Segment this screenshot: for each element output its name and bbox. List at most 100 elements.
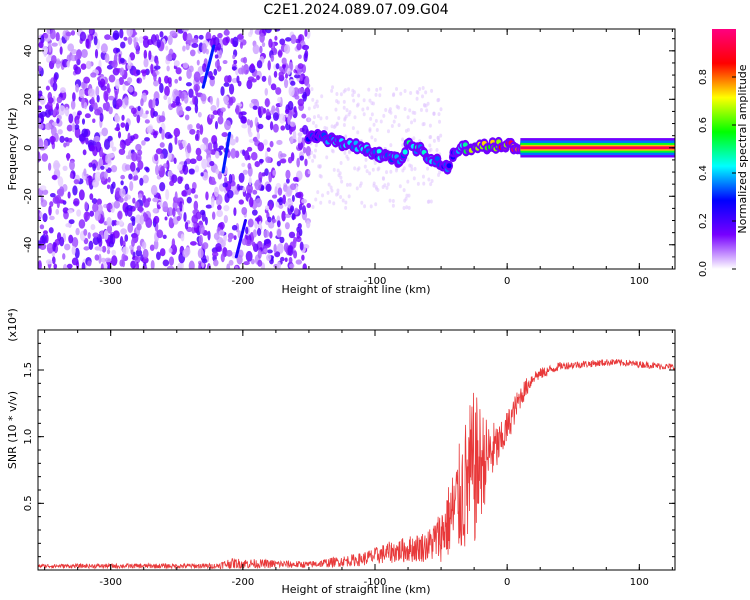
heatmap-cell — [329, 185, 333, 190]
heatmap-cell — [355, 186, 359, 191]
heatmap-cell — [235, 136, 239, 143]
heatmap-cell — [103, 90, 109, 102]
heatmap-cell — [192, 209, 197, 215]
heatmap-cell — [175, 67, 182, 75]
heatmap-cell — [227, 237, 233, 243]
heatmap-cell — [247, 218, 254, 228]
heatmap-cell — [96, 95, 100, 103]
heatmap-cell — [158, 76, 162, 85]
heatmap-cell — [217, 32, 223, 39]
heatmap-cell — [234, 190, 239, 195]
heatmap-cell — [177, 163, 183, 171]
heatmap-cell — [188, 260, 195, 269]
heatmap-cell — [92, 232, 99, 238]
heatmap-cell — [175, 197, 183, 202]
heatmap-cell — [297, 132, 303, 137]
heatmap-cell — [402, 206, 406, 211]
heatmap-cell — [182, 164, 186, 172]
heatmap-cell — [387, 109, 391, 114]
heatmap-cell — [67, 137, 73, 143]
heatmap-streak — [221, 131, 232, 174]
heatmap-cell — [297, 141, 304, 150]
heatmap-cell — [92, 179, 99, 188]
heatmap-cell — [252, 189, 258, 195]
heatmap-cell — [102, 103, 107, 111]
heatmap-cell — [211, 251, 219, 257]
heatmap-cell — [231, 224, 238, 231]
heatmap-cell — [405, 205, 409, 210]
heatmap-cell — [342, 99, 346, 104]
heatmap-cell — [53, 160, 60, 171]
heatmap-cell — [142, 248, 149, 259]
heatmap-cell — [197, 111, 202, 118]
x-tick-label: 0 — [504, 577, 510, 588]
heatmap-cell — [90, 224, 96, 231]
heatmap-cell — [71, 237, 79, 248]
heatmap-cell — [194, 165, 200, 173]
heatmap-cell — [351, 93, 355, 98]
heatmap-cell — [330, 188, 334, 193]
heatmap-cell — [274, 35, 278, 41]
heatmap-cell — [343, 117, 347, 122]
heatmap-cell — [386, 129, 390, 134]
heatmap-cell — [199, 124, 204, 135]
heatmap-cell — [299, 241, 304, 251]
heatmap-cell — [59, 46, 63, 55]
heatmap-cell — [370, 135, 374, 140]
heatmap-cell — [339, 92, 343, 97]
heatmap-cell — [292, 238, 297, 249]
heatmap-cell — [368, 171, 372, 176]
heatmap-cell — [281, 210, 286, 222]
heatmap-cell — [429, 182, 433, 187]
heatmap-cell — [426, 101, 430, 106]
heatmap-cell — [263, 229, 270, 238]
heatmap-cell — [94, 210, 101, 222]
heatmap-cell — [39, 243, 47, 250]
heatmap-cell — [373, 138, 377, 143]
heatmap-cell — [332, 201, 336, 206]
heatmap-cell — [303, 52, 308, 63]
heatmap-cell — [200, 209, 206, 216]
heatmap-cell — [66, 152, 70, 161]
heatmap-cell — [196, 123, 201, 130]
heatmap-cell — [129, 161, 136, 172]
snr-panel: -300 -200 -100 0 100 0.5 1.0 1.5 Height of str… — [6, 308, 676, 596]
heatmap-cell — [364, 157, 368, 162]
heatmap-cell — [256, 60, 263, 69]
heatmap-cell — [85, 137, 89, 145]
heatmap-cell — [38, 138, 44, 149]
heatmap-cell — [339, 194, 343, 199]
heatmap-cell — [126, 29, 133, 37]
x-tick-label: 100 — [630, 577, 649, 588]
heatmap-cell — [274, 186, 278, 197]
heatmap-cell — [290, 34, 297, 45]
heatmap-cell — [408, 108, 412, 113]
heatmap-band — [520, 146, 675, 150]
heatmap-cell — [213, 141, 218, 151]
heatmap-cell — [446, 163, 452, 169]
heatmap-cell — [137, 160, 144, 170]
heatmap-cell — [305, 145, 312, 157]
heatmap-cell — [289, 263, 295, 269]
heatmap-cell — [223, 95, 229, 103]
heatmap-cell — [269, 140, 274, 148]
heatmap-cell — [276, 139, 283, 146]
heatmap-cell — [165, 189, 170, 201]
heatmap-cell — [115, 78, 120, 90]
heatmap-cell — [216, 65, 222, 72]
heatmap-cell — [128, 173, 133, 180]
heatmap-cell — [272, 123, 279, 133]
heatmap-cell — [276, 228, 282, 238]
heatmap-cell — [152, 111, 158, 117]
heatmap-cell — [81, 118, 86, 125]
heatmap-cell — [439, 133, 443, 138]
heatmap-cell — [223, 205, 230, 212]
heatmap-cell — [419, 107, 423, 112]
heatmap-cell — [197, 248, 204, 259]
heatmap-cell — [312, 115, 316, 120]
heatmap-cell — [213, 68, 218, 76]
heatmap-cell — [310, 150, 314, 155]
heatmap-cell — [306, 202, 312, 209]
heatmap-cell — [265, 29, 272, 34]
heatmap-cell — [137, 149, 143, 156]
